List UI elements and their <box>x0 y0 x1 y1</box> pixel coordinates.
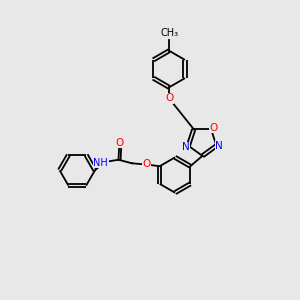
Text: N: N <box>182 142 190 152</box>
Text: CH₃: CH₃ <box>160 28 178 38</box>
Text: O: O <box>115 138 123 148</box>
Text: O: O <box>209 123 217 133</box>
Text: O: O <box>165 94 173 103</box>
Text: O: O <box>142 159 151 169</box>
Text: N: N <box>215 141 223 151</box>
Text: NH: NH <box>94 158 108 168</box>
